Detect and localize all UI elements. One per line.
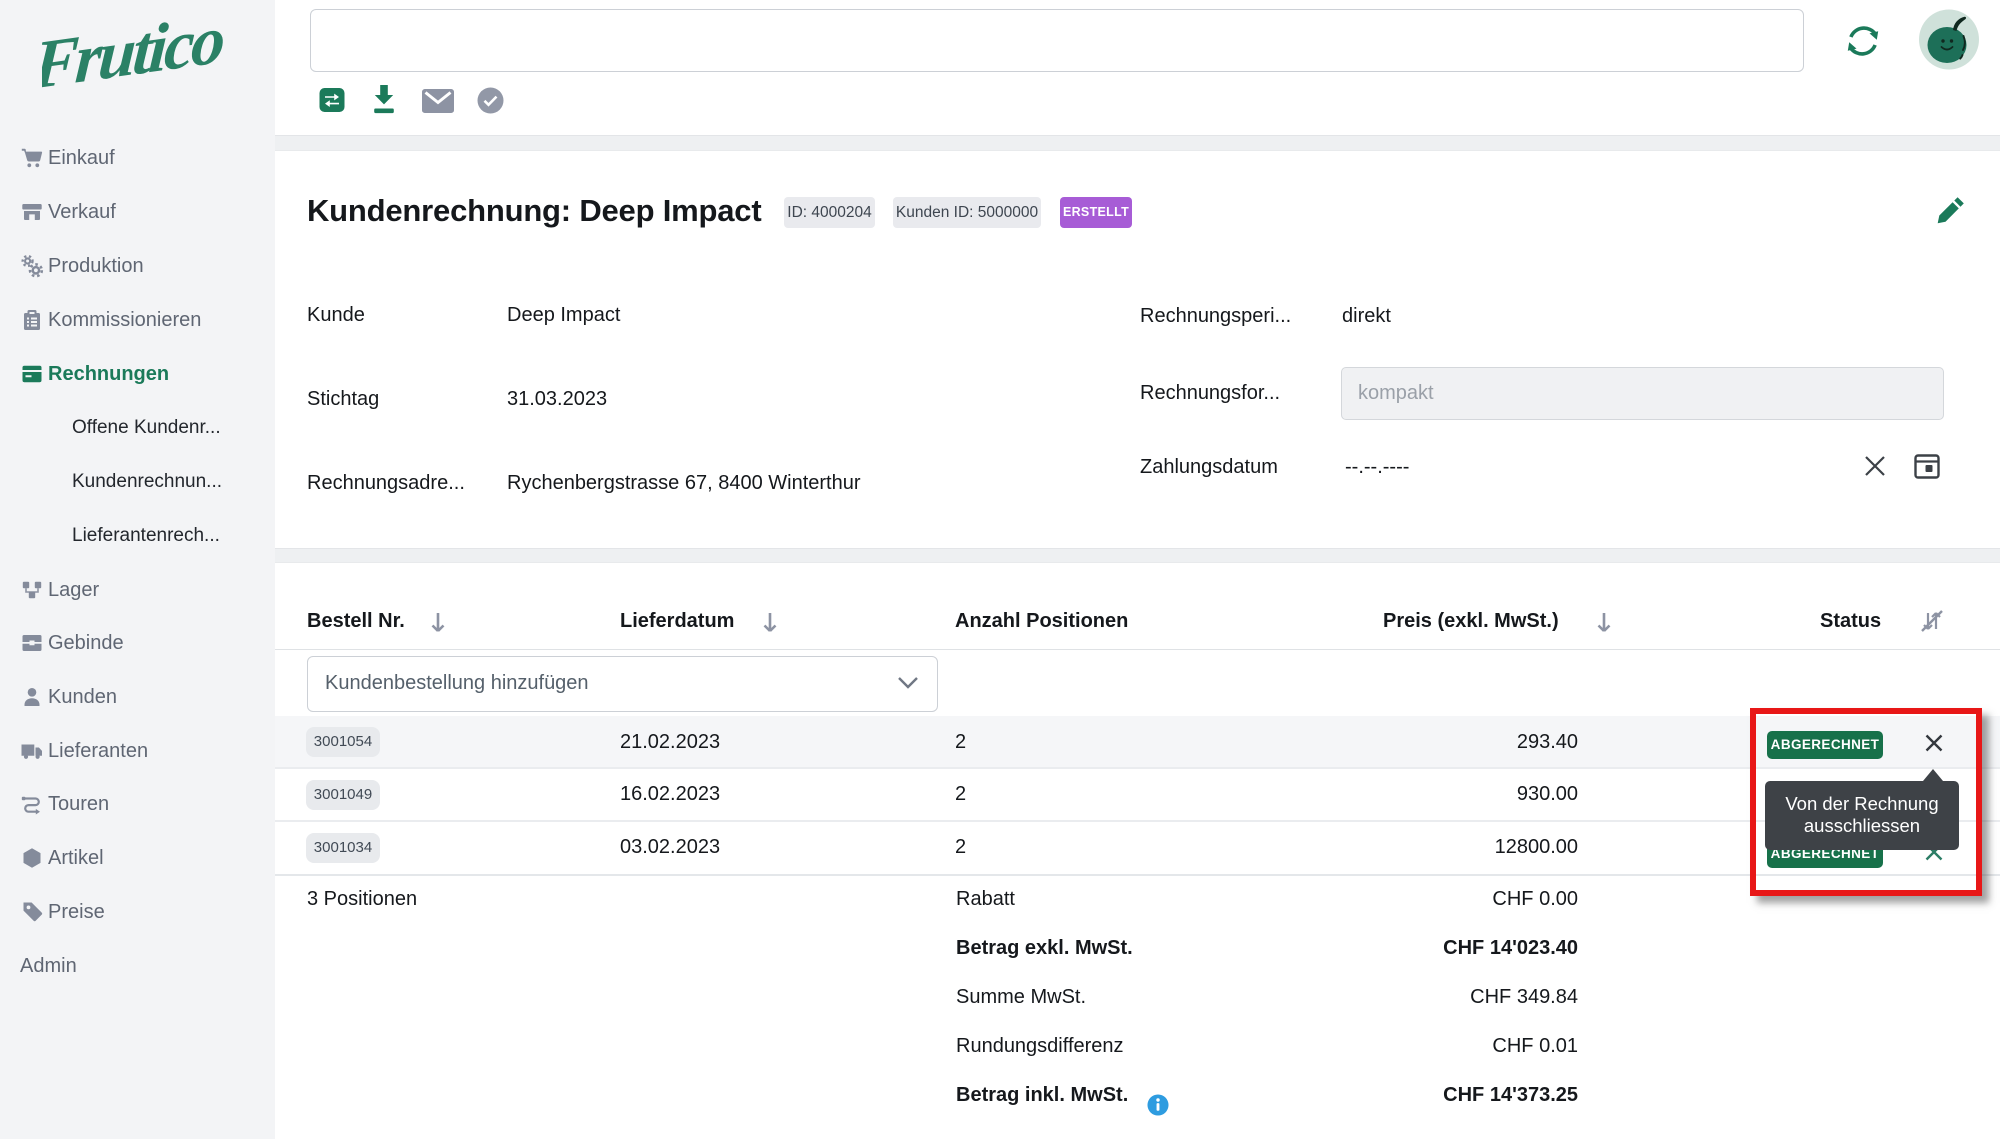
svg-text:Frutico: Frutico — [42, 0, 227, 104]
